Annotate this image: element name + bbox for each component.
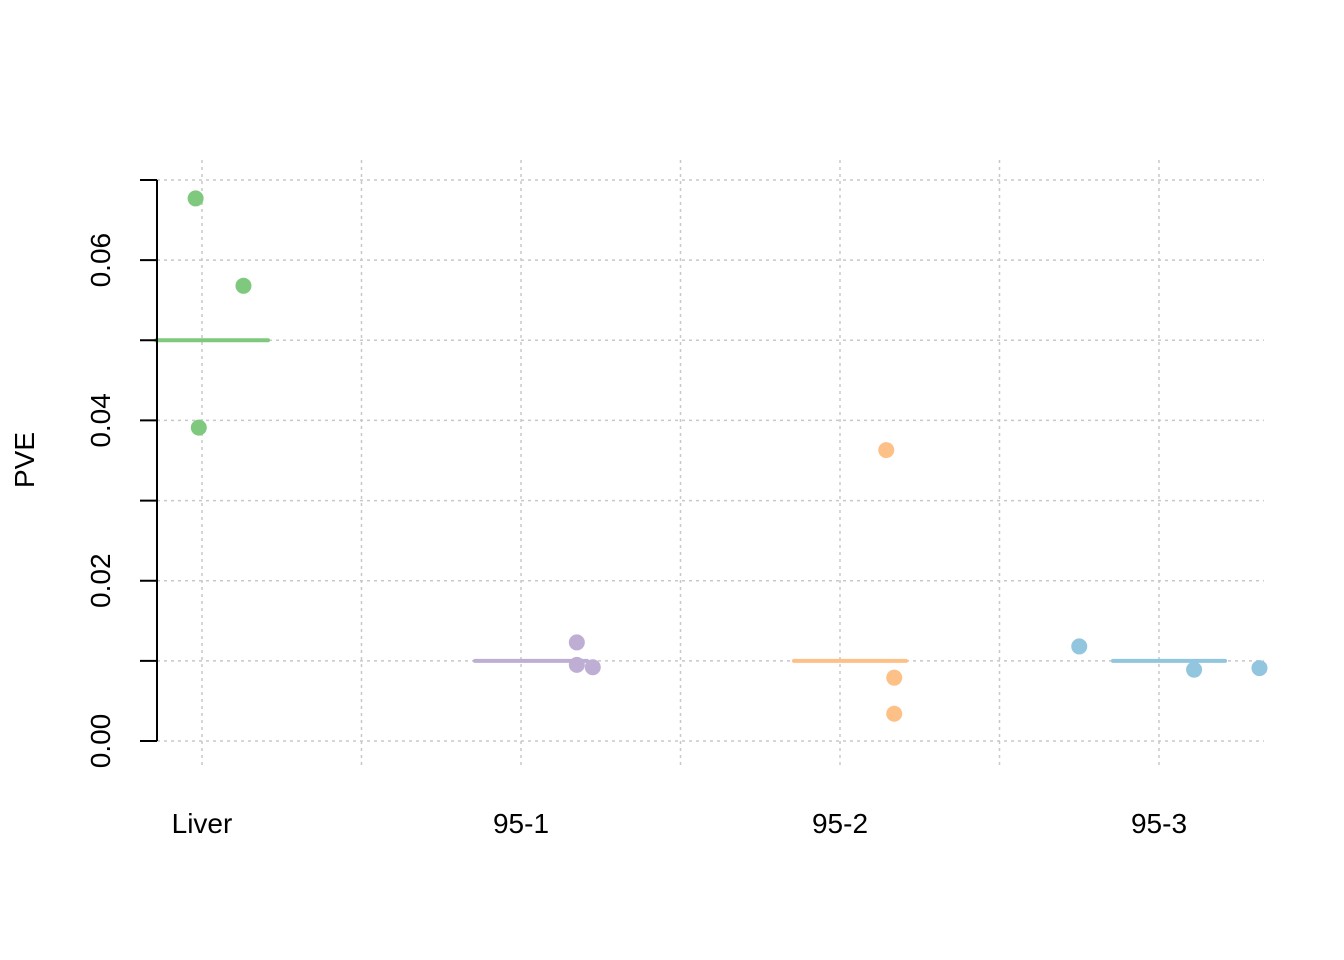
- data-point: [235, 277, 252, 294]
- y-axis-label: PVE: [9, 432, 40, 488]
- mean-lines: [154, 338, 1227, 663]
- x-tick-label: Liver: [172, 808, 233, 839]
- data-point: [886, 669, 903, 686]
- y-tick-label: 0.00: [85, 714, 116, 769]
- x-tick-label: 95-1: [493, 808, 549, 839]
- data-point: [190, 419, 207, 436]
- data-points: [187, 190, 1268, 722]
- grid: [157, 160, 1264, 765]
- y-tick-label: 0.04: [85, 393, 116, 448]
- data-point: [878, 442, 895, 459]
- data-point: [584, 659, 601, 676]
- data-point: [1071, 638, 1088, 655]
- x-tick-labels: Liver 95-1 95-2 95-3: [172, 808, 1187, 839]
- data-point: [1186, 661, 1203, 678]
- data-point: [568, 656, 585, 673]
- y-tick-label: 0.02: [85, 553, 116, 608]
- x-tick-label: 95-3: [1131, 808, 1187, 839]
- data-point: [568, 634, 585, 651]
- data-point: [187, 190, 204, 207]
- x-tick-label: 95-2: [812, 808, 868, 839]
- y-axis: 0.00 0.02 0.04 0.06: [85, 179, 158, 769]
- data-point: [886, 705, 903, 722]
- data-point: [1251, 660, 1268, 677]
- y-tick-label: 0.06: [85, 233, 116, 288]
